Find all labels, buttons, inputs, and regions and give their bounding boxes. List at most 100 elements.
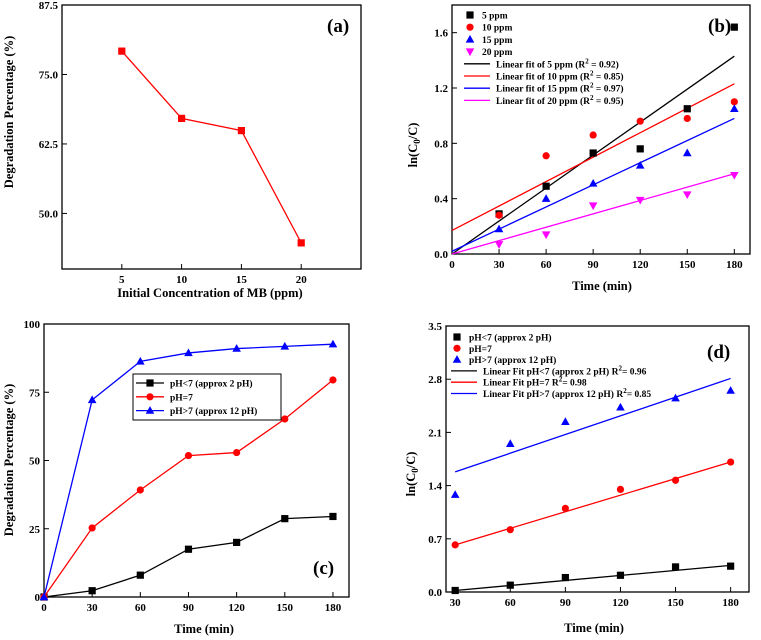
panel-c-xtick-label: 30	[87, 602, 99, 614]
panel-d-ytick-label: 2.1	[428, 427, 442, 439]
panel-d-point	[671, 476, 680, 484]
panel-b-xtick-label: 90	[588, 259, 600, 271]
panel-d-point	[727, 458, 735, 466]
panel-d-legend-label: Linear Fit pH>7 (approx 12 pH) R2= 0.85	[483, 387, 651, 400]
panel-b-point	[730, 23, 738, 31]
panel-d-xtick-label: 30	[450, 597, 462, 609]
panel-b-legend-label: 20 ppm	[482, 48, 512, 58]
panel-a-ytick-label: 75.0	[39, 69, 59, 81]
panel-c-xtick-label: 60	[135, 602, 147, 614]
panel-b-point	[682, 191, 692, 200]
panel-b-point	[542, 182, 550, 190]
panel-b-ytick-label: 1.2	[434, 83, 448, 95]
panel-a-ytick-label: 87.5	[39, 0, 59, 12]
panel-b-frame	[451, 4, 751, 255]
panel-b-point	[636, 117, 644, 125]
panel-c-point	[136, 356, 145, 365]
panel-a-ytick-label: 62.5	[39, 139, 59, 151]
panel-d-legend-marker	[452, 355, 462, 363]
panel-d-ytick-label: 0.7	[428, 534, 442, 546]
panel-d-point	[561, 417, 570, 425]
panel-a-xlabel: Initial Concentration of MB (ppm)	[117, 286, 302, 300]
panel-b-legend-label: 5 ppm	[482, 12, 508, 22]
panel-b-legend-marker	[465, 34, 475, 43]
panel-c-point	[184, 348, 193, 357]
panel-c-legend-label: pH<7 (approx 2 pH)	[170, 379, 253, 390]
panel-c-point	[88, 587, 96, 595]
panel-a-point	[237, 127, 245, 135]
panel-b-legend-marker	[466, 11, 474, 19]
panel-b-legend-label: Linear fit of 15 ppm (R2 = 0.97)	[496, 82, 623, 95]
panel-d-point	[616, 571, 625, 579]
panel-d-frame	[445, 325, 750, 593]
panel-c-legend-label: pH>7 (approx 12 pH)	[170, 406, 257, 417]
panel-c-label: (c)	[313, 558, 334, 579]
panel-b-point	[636, 145, 644, 153]
panel-b-point	[730, 104, 739, 112]
panel-d-xtick-label: 90	[560, 597, 572, 609]
panel-b-xtick-label: 180	[726, 259, 743, 271]
panel-c-point	[233, 448, 241, 457]
panel-b-point	[730, 98, 738, 106]
panel-a-point	[297, 239, 305, 247]
panel-b-point	[683, 105, 691, 113]
panel-c-legend-marker	[145, 406, 155, 414]
panel-b-xtick-label: 60	[541, 259, 553, 271]
panel-d-point	[506, 581, 514, 589]
panel-c-point	[280, 341, 290, 350]
panel-b-point	[730, 171, 739, 180]
panel-b-point	[635, 160, 645, 169]
panel-c-xtick-label: 120	[228, 602, 245, 614]
panel-c-ylabel: Degradation Percentage (%)	[2, 384, 16, 537]
panel-d-point	[561, 504, 569, 512]
panel-c-point	[88, 524, 96, 532]
panel-b-fit-line-4	[451, 173, 735, 255]
panel-b-legend-label: Linear fit of 5 ppm (R2 = 0.92)	[496, 57, 619, 70]
panel-b-point	[589, 131, 597, 139]
panel-c-legend-label: pH=7	[170, 393, 193, 403]
panel-b-point	[541, 231, 551, 240]
panel-b-point	[682, 148, 692, 157]
panel-d-legend-marker	[453, 344, 461, 352]
panel-d-xlabel: Time (min)	[564, 621, 624, 635]
panel-c-legend-marker	[146, 393, 154, 401]
panel-c-point	[233, 538, 241, 546]
panel-d-ylabel: ln(C0/C)	[404, 452, 420, 497]
panel-c-point	[281, 515, 289, 523]
panel-c-point	[281, 415, 289, 423]
panel-d-xtick-label: 180	[722, 597, 739, 609]
panel-d-ytick-label: 0.0	[428, 587, 442, 599]
panel-d-point	[616, 402, 625, 411]
panel-b-legend-label: Linear fit of 20 ppm (R2 = 0.95)	[496, 94, 623, 107]
panel-b-ylabel: ln(C0/C)	[406, 123, 422, 168]
panel-d-xtick-label: 120	[612, 597, 629, 609]
panel-a-xtick-label: 15	[236, 274, 248, 286]
panel-d-point	[561, 573, 569, 582]
panel-c-xlabel: Time (min)	[174, 622, 234, 636]
panel-a-ylabel: Degradation Percentage (%)	[2, 36, 16, 189]
panel-b-xlabel: Time (min)	[572, 279, 632, 293]
panel-d-xtick-label: 60	[505, 597, 517, 609]
panel-b-point	[494, 224, 504, 233]
panel-d-point	[671, 393, 680, 402]
panel-b-legend-marker	[466, 23, 474, 31]
panel-b-ytick-label: 0.4	[434, 194, 448, 206]
panel-c-xtick-label: 90	[183, 602, 195, 614]
panel-c-xtick-label: 150	[277, 602, 294, 614]
panel-c-point	[136, 571, 144, 579]
panel-c-ytick-label: 0	[35, 592, 41, 604]
panel-c-point	[232, 344, 241, 352]
panel-b-point	[635, 196, 645, 205]
panel-c-frame	[43, 323, 350, 598]
panel-b-ytick-label: 0.0	[434, 249, 448, 261]
panel-c-ytick-label: 75	[29, 387, 41, 399]
panel-d-fit-line-1	[455, 564, 731, 592]
panel-d-xtick-label: 150	[667, 597, 684, 609]
panel-c-xtick-label: 180	[325, 602, 342, 614]
panel-b-xtick-label: 120	[632, 259, 649, 271]
panel-d-point	[451, 541, 459, 549]
panel-b-legend-label: 15 ppm	[482, 36, 512, 46]
panel-d-point	[726, 386, 735, 394]
panel-b-ytick-label: 1.6	[434, 28, 448, 40]
panel-b-point	[588, 178, 598, 187]
